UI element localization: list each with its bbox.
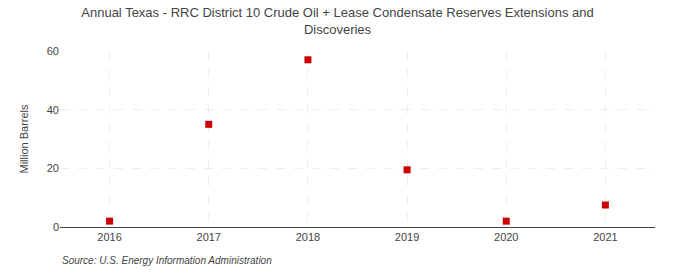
svg-text:2020: 2020 — [494, 231, 518, 243]
svg-text:60: 60 — [47, 45, 59, 57]
svg-text:0: 0 — [53, 221, 59, 233]
svg-text:Annual Texas - RRC District 10: Annual Texas - RRC District 10 Crude Oil… — [81, 5, 593, 37]
svg-text:2017: 2017 — [197, 231, 221, 243]
svg-text:20: 20 — [47, 162, 59, 174]
svg-text:Million Barrels: Million Barrels — [18, 104, 30, 174]
svg-text:2016: 2016 — [97, 231, 121, 243]
svg-text:40: 40 — [47, 104, 59, 116]
svg-text:2019: 2019 — [395, 231, 419, 243]
svg-text:2018: 2018 — [296, 231, 320, 243]
svg-text:Source: U.S. Energy Informatio: Source: U.S. Energy Information Administ… — [62, 255, 272, 266]
svg-text:2021: 2021 — [593, 231, 617, 243]
